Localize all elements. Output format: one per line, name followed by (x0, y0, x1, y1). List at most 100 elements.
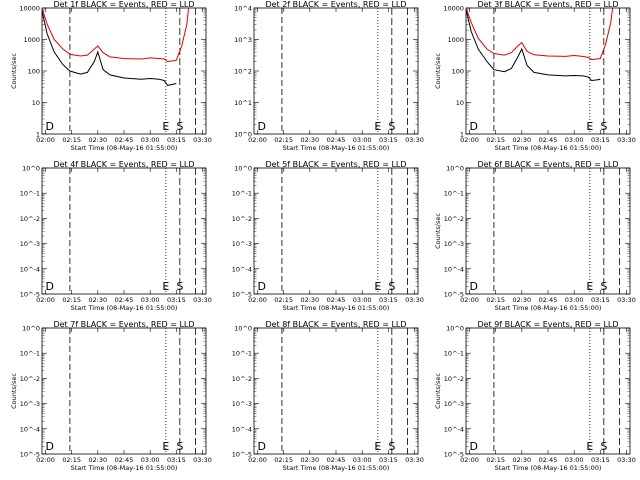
x-tick-label: 02:00 (460, 296, 479, 304)
plot-frame (253, 327, 419, 455)
y-tick-label: 10^-1 (232, 190, 252, 198)
x-tick-label: 02:15 (486, 456, 505, 464)
x-tick-label: 02:00 (36, 456, 55, 464)
y-tick-label: 10^-2 (444, 375, 464, 383)
marker-s: S (176, 440, 183, 453)
panel-1: Det 1f BLACK = Events, RED = LLD 02:00 02:… (10, 0, 212, 152)
x-tick-label: 03:15 (167, 456, 186, 464)
x-tick-label: 03:30 (193, 296, 212, 304)
y-tick-label: 1 (36, 131, 40, 139)
marker-d: D (469, 280, 477, 293)
x-tick-label: 03:15 (591, 456, 610, 464)
marker-s: S (600, 120, 607, 133)
panel-title: Det 7f BLACK = Events, RED = LLD (53, 320, 194, 329)
marker-s: S (388, 280, 395, 293)
panel-9: Det 9f BLACK = Events, RED = LLD 02:00 02:… (434, 320, 636, 472)
y-tick-label: 10^-5 (232, 291, 252, 299)
series-line-1 (41, 10, 177, 86)
y-tick-label: 100 (452, 68, 464, 76)
y-tick-label: 10 (456, 99, 464, 107)
x-tick-label: 03:00 (353, 136, 372, 144)
y-tick-label: 10^-5 (444, 451, 464, 459)
x-tick-label: 03:15 (591, 136, 610, 144)
panel-3: Det 3f BLACK = Events, RED = LLD 02:00 02:… (434, 0, 636, 152)
y-tick-label: 10^-2 (232, 375, 252, 383)
y-tick-label: 10^2 (234, 68, 252, 76)
plot-frame (41, 7, 207, 135)
x-tick-label: 03:15 (379, 296, 398, 304)
panel-4: Det 4f BLACK = Events, RED = LLD 02:00 02:… (20, 160, 212, 312)
plot-frame (465, 167, 631, 295)
x-tick-label: 02:15 (274, 296, 293, 304)
plot-frame (253, 167, 419, 295)
marker-e: E (374, 280, 381, 293)
panel-6: Det 6f BLACK = Events, RED = LLD 02:00 02:… (434, 160, 636, 312)
x-tick-label: 03:00 (141, 136, 160, 144)
y-tick-label: 10^0 (234, 131, 252, 139)
panel-title: Det 6f BLACK = Events, RED = LLD (477, 160, 618, 169)
x-tick-label: 03:30 (617, 456, 636, 464)
y-tick-label: 10^-3 (232, 240, 252, 248)
panel-title: Det 1f BLACK = Events, RED = LLD (53, 0, 194, 9)
y-tick-label: 10^0 (234, 325, 252, 333)
x-tick-label: 02:15 (486, 136, 505, 144)
marker-e: E (374, 440, 381, 453)
marker-e: E (586, 280, 593, 293)
x-tick-label: 03:30 (617, 296, 636, 304)
y-tick-label: 10^-5 (20, 291, 40, 299)
y-tick-label: 10^-3 (20, 240, 40, 248)
y-tick-label: 10^-4 (232, 265, 252, 273)
y-tick-label: 10^-2 (232, 215, 252, 223)
x-tick-label: 02:45 (327, 136, 346, 144)
panel-2: Det 2f BLACK = Events, RED = LLD 02:00 02:… (234, 0, 424, 152)
y-tick-label: 10^-5 (20, 451, 40, 459)
y-tick-label: 10^-2 (20, 375, 40, 383)
y-tick-label: 10^-5 (232, 451, 252, 459)
y-tick-label: 10^0 (22, 165, 40, 173)
x-axis-label: Start Time (08-May-16 01:55:00) (495, 464, 602, 472)
x-axis-label: Start Time (08-May-16 01:55:00) (283, 464, 390, 472)
y-tick-label: 10^-2 (20, 215, 40, 223)
plot-frame (41, 167, 207, 295)
y-axis-label: Counts/sec (434, 213, 442, 249)
x-tick-label: 03:30 (193, 456, 212, 464)
x-tick-label: 02:15 (62, 296, 81, 304)
panel-5: Det 5f BLACK = Events, RED = LLD 02:00 02:… (232, 160, 424, 312)
x-tick-label: 02:45 (327, 296, 346, 304)
y-tick-label: 10 (32, 99, 40, 107)
y-tick-label: 10^1 (234, 99, 252, 107)
x-tick-label: 03:00 (141, 456, 160, 464)
y-tick-label: 10^-2 (444, 215, 464, 223)
x-tick-label: 02:45 (539, 296, 558, 304)
marker-e: E (374, 120, 381, 133)
x-tick-label: 02:15 (486, 296, 505, 304)
x-tick-label: 03:30 (193, 136, 212, 144)
x-tick-label: 03:30 (405, 296, 424, 304)
x-axis-label: Start Time (08-May-16 01:55:00) (71, 464, 178, 472)
y-axis-label: Counts/sec (434, 373, 442, 409)
x-tick-label: 02:45 (327, 456, 346, 464)
x-tick-label: 02:30 (300, 456, 319, 464)
x-axis-label: Start Time (08-May-16 01:55:00) (283, 144, 390, 152)
x-tick-label: 03:00 (565, 456, 584, 464)
x-tick-label: 03:00 (353, 456, 372, 464)
x-tick-label: 03:15 (379, 136, 398, 144)
x-tick-label: 02:00 (248, 296, 267, 304)
panel-title: Det 5f BLACK = Events, RED = LLD (265, 160, 406, 169)
panel-7: Det 7f BLACK = Events, RED = LLD 02:00 02:… (10, 320, 212, 472)
x-tick-label: 03:30 (405, 136, 424, 144)
x-tick-label: 02:45 (539, 456, 558, 464)
y-tick-label: 10000 (443, 5, 464, 13)
y-tick-label: 10^-3 (232, 400, 252, 408)
x-axis-label: Start Time (08-May-16 01:55:00) (495, 304, 602, 312)
panel-8: Det 8f BLACK = Events, RED = LLD 02:00 02:… (232, 320, 424, 472)
x-tick-label: 02:30 (512, 296, 531, 304)
marker-d: D (45, 440, 53, 453)
y-axis-label: Counts/sec (10, 373, 18, 409)
y-tick-label: 10^-1 (20, 350, 40, 358)
x-tick-label: 02:30 (88, 296, 107, 304)
x-tick-label: 02:45 (539, 136, 558, 144)
x-tick-label: 02:00 (36, 136, 55, 144)
y-tick-label: 10^-3 (20, 400, 40, 408)
y-tick-label: 10^-4 (20, 265, 40, 273)
